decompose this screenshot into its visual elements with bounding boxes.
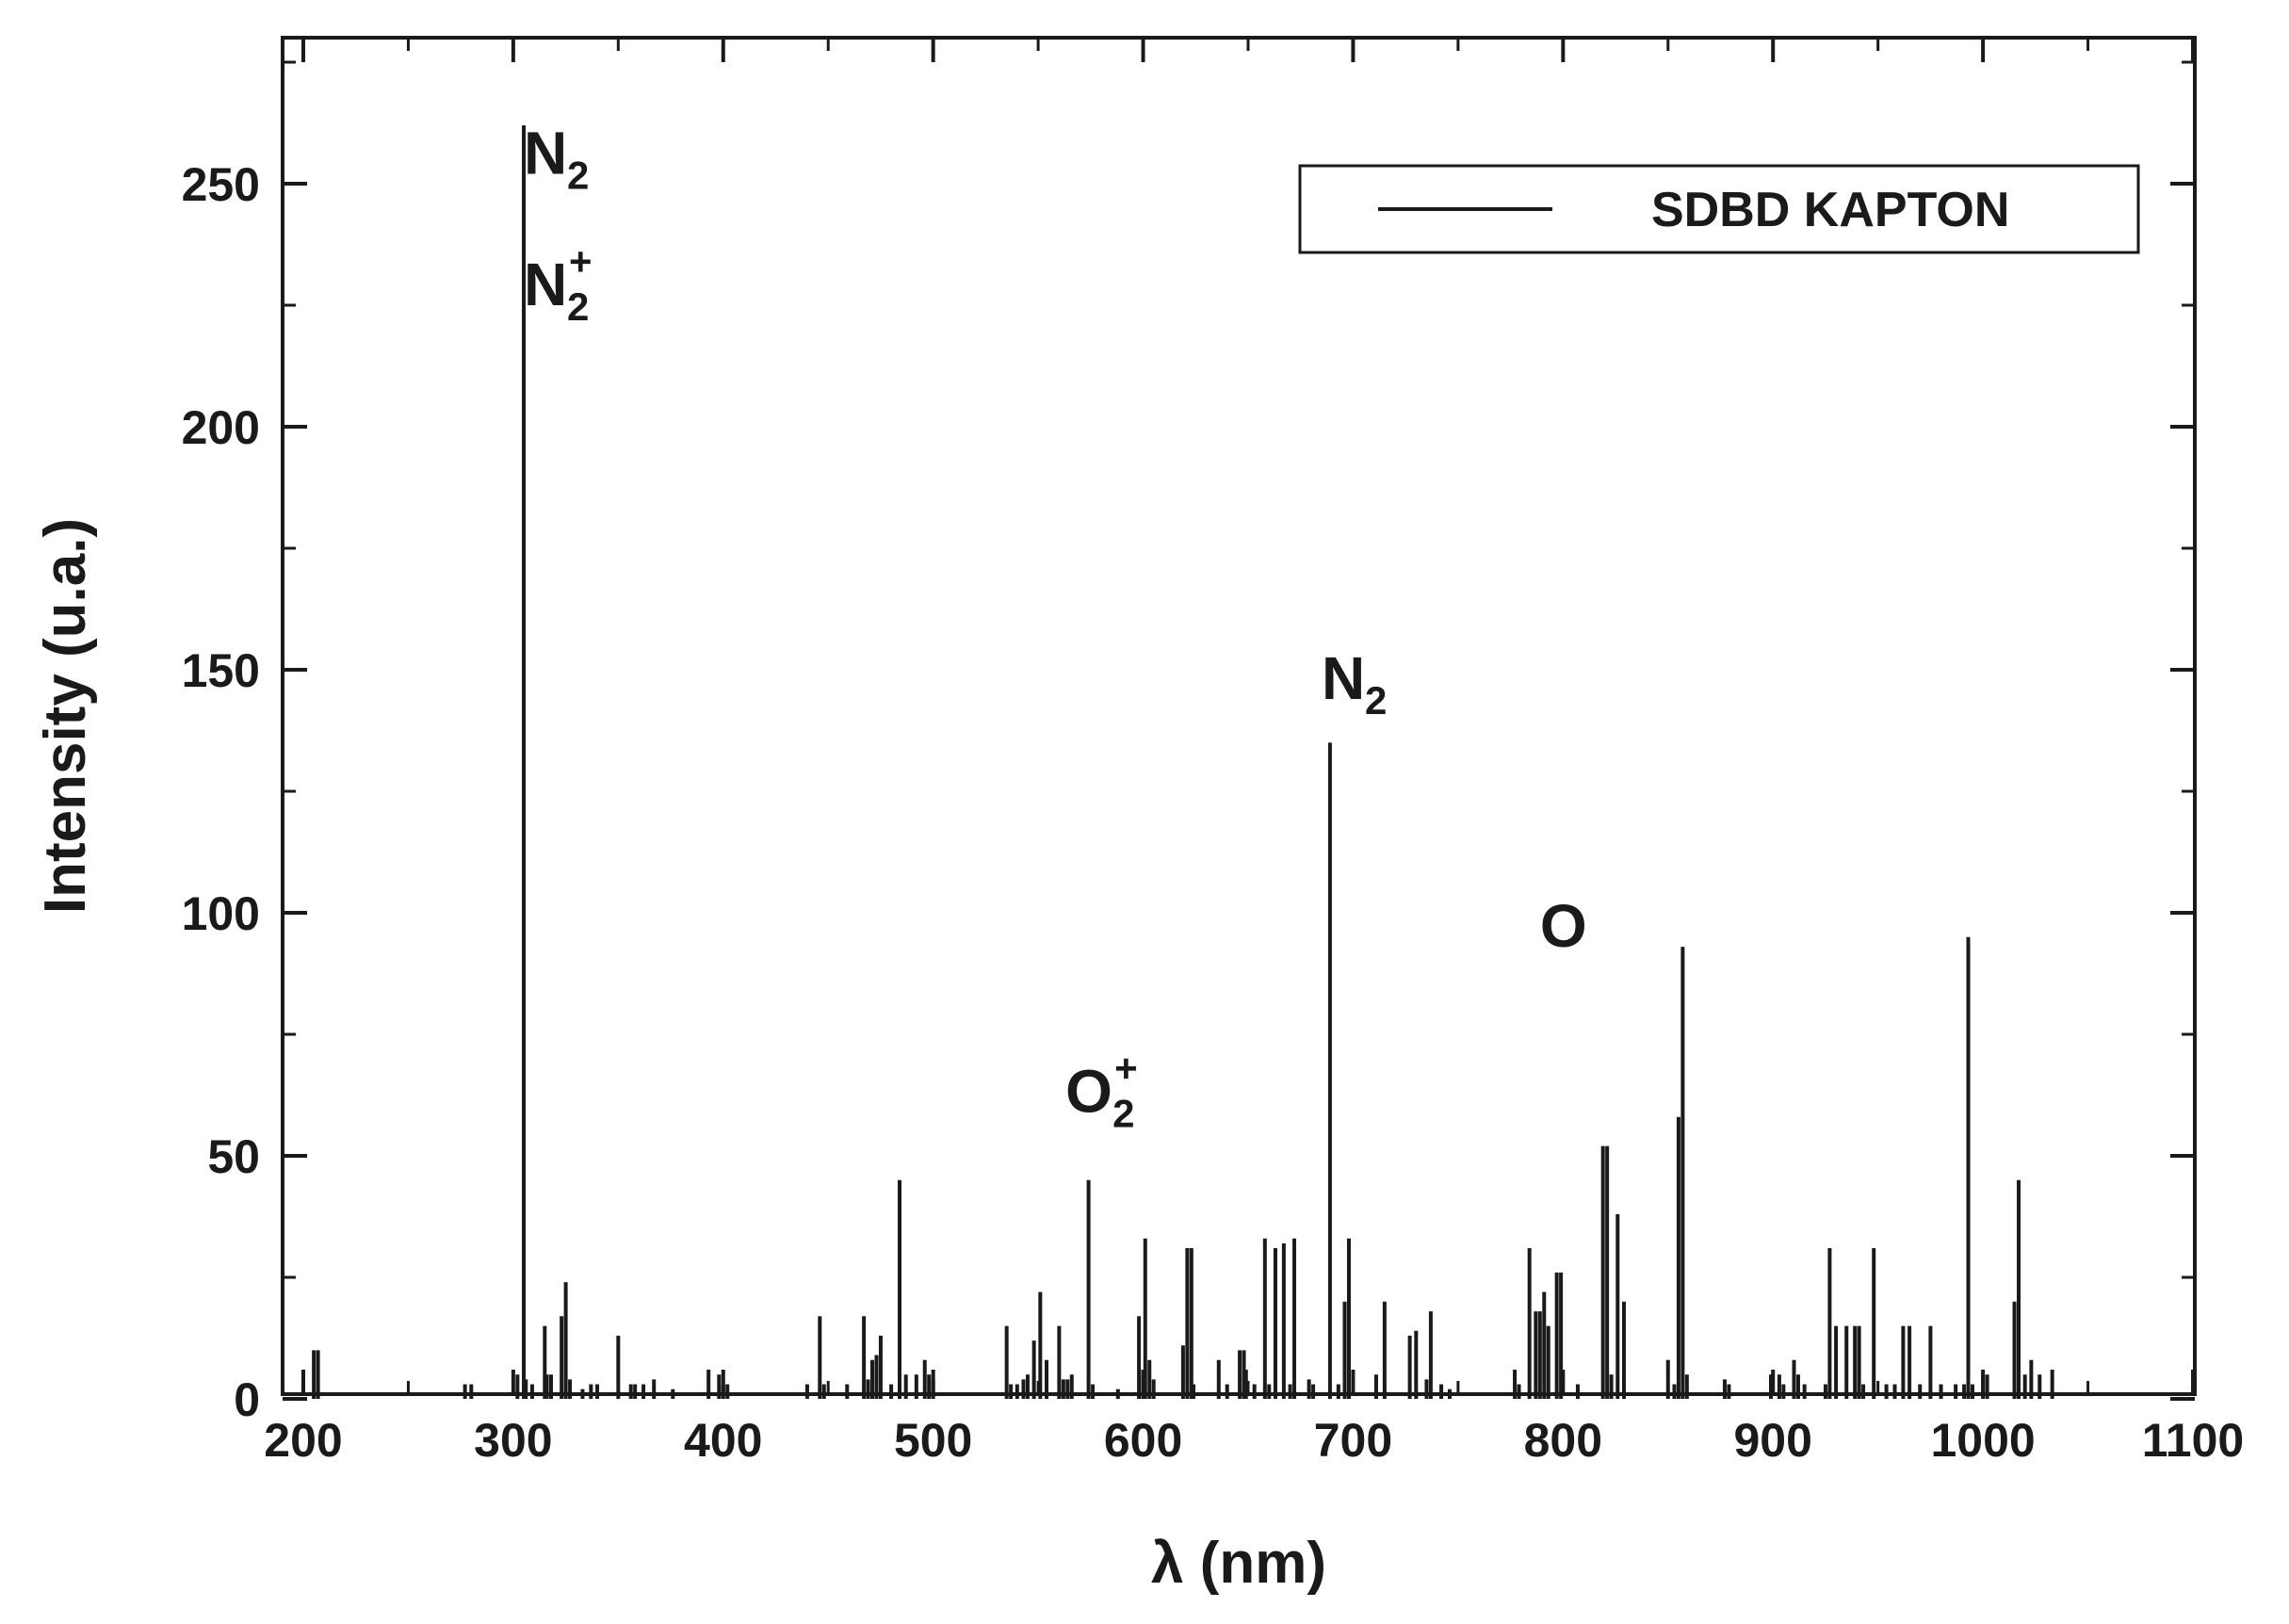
y-tick-label: 200: [182, 401, 260, 454]
x-tick-label: 700: [1314, 1414, 1392, 1467]
annotation-base: N: [524, 120, 567, 187]
annotation-base: N: [524, 251, 567, 318]
y-tick-label: 0: [234, 1373, 260, 1426]
y-tick-label: 250: [182, 158, 260, 211]
x-tick-label: 1000: [1930, 1414, 2035, 1467]
annotation-subscript: 2: [1112, 1092, 1134, 1136]
annotation-subscript: 2: [1365, 678, 1387, 723]
x-tick-label: 500: [894, 1414, 972, 1467]
spectral-lines: [312, 125, 2054, 1399]
x-tick-label: 800: [1524, 1414, 1602, 1467]
y-axis-title: Intensity (u.a.): [33, 518, 98, 914]
annotation-superscript: +: [569, 239, 593, 284]
species-annotations: N 2N 2+O 2+N 2O: [524, 120, 1587, 1136]
legend-label: SDBD KAPTON: [1651, 183, 2009, 237]
x-axis-ticks: 200 300 400 500 600 700 800 900 1000 1100: [264, 38, 2244, 1467]
x-tick-label: 600: [1104, 1414, 1182, 1467]
x-tick-label: 900: [1734, 1414, 1812, 1467]
y-tick-label: 100: [182, 887, 260, 940]
y-axis-ticks: 0 50 100 150 200 250: [182, 60, 2195, 1426]
annotation-subscript: 2: [567, 154, 589, 198]
x-tick-label: 200: [264, 1414, 342, 1467]
x-tick-label: 300: [474, 1414, 552, 1467]
annotation-n2plus: N 2+: [524, 239, 593, 329]
annotation-subscript: 2: [567, 284, 589, 329]
annotation-o: O: [1540, 892, 1587, 960]
y-tick-label: 50: [207, 1130, 260, 1183]
annotation-base: N: [1322, 644, 1365, 712]
x-tick-label: 400: [684, 1414, 762, 1467]
y-tick-label: 150: [182, 644, 260, 697]
annotation-base: O: [1065, 1058, 1112, 1126]
x-axis-title: λ (nm): [1151, 1531, 1326, 1596]
legend: SDBD KAPTON: [1298, 164, 2140, 254]
x-tick-label: 1100: [2142, 1414, 2244, 1467]
annotation-superscript: +: [1114, 1047, 1138, 1091]
annotation-o2plus: O 2+: [1065, 1047, 1138, 1136]
annotation-base: O: [1540, 892, 1587, 960]
